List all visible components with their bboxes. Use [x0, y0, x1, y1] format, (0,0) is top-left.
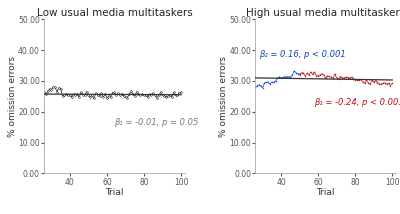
- Text: β₂ = 0.16, p < 0.001: β₂ = 0.16, p < 0.001: [260, 50, 346, 59]
- Y-axis label: % omission errors: % omission errors: [8, 56, 16, 137]
- Y-axis label: % omission errors: % omission errors: [219, 56, 228, 137]
- X-axis label: Trial: Trial: [105, 188, 124, 197]
- Text: β₁ = -0.01, p = 0.05: β₁ = -0.01, p = 0.05: [114, 118, 199, 127]
- Text: β₁ = -0.24, p < 0.001: β₁ = -0.24, p < 0.001: [314, 98, 400, 107]
- X-axis label: Trial: Trial: [316, 188, 335, 197]
- Title: High usual media multitaskers: High usual media multitaskers: [246, 9, 400, 18]
- Title: Low usual media multitaskers: Low usual media multitaskers: [36, 9, 192, 18]
